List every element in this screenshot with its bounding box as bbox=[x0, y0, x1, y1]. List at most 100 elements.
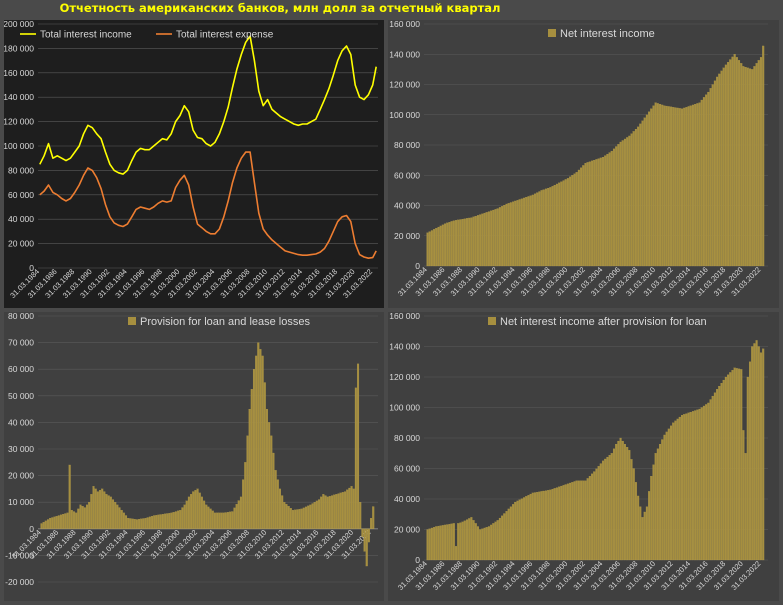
bar bbox=[96, 491, 99, 529]
bar bbox=[722, 67, 725, 267]
bar bbox=[361, 528, 364, 537]
bar bbox=[540, 190, 543, 267]
bar bbox=[274, 470, 277, 529]
bar bbox=[209, 508, 212, 529]
bar bbox=[481, 528, 484, 561]
bar bbox=[751, 346, 754, 561]
bar bbox=[474, 215, 477, 267]
y-tick-label: 80 000 bbox=[8, 165, 34, 175]
bar bbox=[146, 517, 149, 529]
bar bbox=[490, 524, 493, 561]
bar bbox=[298, 509, 301, 529]
bar bbox=[586, 162, 589, 267]
bar bbox=[86, 504, 89, 529]
bar bbox=[487, 526, 490, 561]
bar bbox=[503, 513, 506, 561]
bar bbox=[459, 522, 462, 561]
bar bbox=[315, 500, 318, 529]
bar bbox=[632, 131, 635, 267]
bar bbox=[140, 518, 143, 529]
bar bbox=[437, 226, 440, 267]
bar bbox=[129, 518, 132, 529]
bar bbox=[300, 508, 303, 529]
bar bbox=[516, 200, 519, 267]
bar bbox=[483, 527, 486, 561]
bar bbox=[520, 198, 523, 267]
bar bbox=[727, 374, 730, 561]
bar bbox=[296, 509, 299, 529]
legend-label: Total interest expense bbox=[176, 30, 274, 41]
bar bbox=[735, 368, 738, 561]
bar bbox=[527, 196, 530, 267]
bar bbox=[678, 108, 681, 267]
bar bbox=[562, 485, 565, 561]
bar bbox=[538, 191, 541, 267]
bar bbox=[580, 167, 583, 267]
bar bbox=[602, 460, 605, 561]
bar bbox=[116, 504, 119, 529]
bar bbox=[540, 491, 543, 561]
bar bbox=[582, 480, 585, 561]
bar bbox=[185, 500, 188, 529]
bar bbox=[313, 502, 316, 529]
bar bbox=[44, 520, 47, 529]
bar bbox=[509, 506, 512, 561]
bar bbox=[181, 507, 184, 529]
bar bbox=[648, 111, 651, 267]
bar bbox=[632, 468, 635, 561]
bar bbox=[549, 489, 552, 561]
bar bbox=[430, 527, 433, 561]
bar bbox=[350, 486, 353, 529]
bar bbox=[547, 490, 550, 561]
bar bbox=[564, 484, 567, 561]
bar bbox=[439, 525, 442, 561]
bar bbox=[135, 519, 138, 529]
bar bbox=[439, 225, 442, 267]
bar bbox=[595, 159, 598, 267]
bar bbox=[626, 137, 629, 267]
bar bbox=[518, 499, 521, 561]
bar bbox=[311, 503, 314, 529]
bar bbox=[289, 508, 292, 529]
bar bbox=[92, 486, 95, 529]
bar bbox=[691, 411, 694, 561]
bar bbox=[610, 453, 613, 561]
bar bbox=[591, 160, 594, 267]
bar bbox=[691, 104, 694, 267]
bar bbox=[307, 505, 310, 529]
bar bbox=[372, 506, 375, 529]
bar bbox=[663, 434, 666, 561]
bar bbox=[599, 463, 602, 561]
bar bbox=[177, 510, 180, 529]
bar bbox=[606, 153, 609, 267]
bar bbox=[738, 368, 741, 561]
bar bbox=[53, 516, 56, 529]
bar bbox=[641, 517, 644, 561]
bar bbox=[549, 187, 552, 267]
bar bbox=[270, 435, 273, 529]
bar bbox=[196, 488, 199, 529]
bar bbox=[66, 512, 69, 529]
bar bbox=[83, 507, 86, 529]
bar bbox=[525, 197, 528, 267]
bar bbox=[118, 507, 121, 529]
y-tick-label: 30 000 bbox=[8, 444, 34, 454]
y-tick-label: 160 000 bbox=[389, 312, 420, 321]
bar bbox=[490, 210, 493, 267]
bar bbox=[681, 108, 684, 267]
bar bbox=[503, 205, 506, 267]
bar bbox=[259, 349, 262, 529]
bar bbox=[292, 510, 294, 529]
bar bbox=[604, 458, 607, 561]
bar bbox=[107, 495, 110, 529]
bar bbox=[512, 201, 515, 267]
y-tick-label: 60 000 bbox=[394, 464, 420, 474]
bar bbox=[461, 521, 464, 561]
bar bbox=[674, 420, 677, 561]
bar bbox=[435, 526, 438, 561]
bar bbox=[744, 67, 747, 267]
bar bbox=[630, 133, 633, 267]
bar bbox=[359, 502, 362, 529]
bar bbox=[698, 408, 701, 561]
bar bbox=[437, 525, 440, 561]
